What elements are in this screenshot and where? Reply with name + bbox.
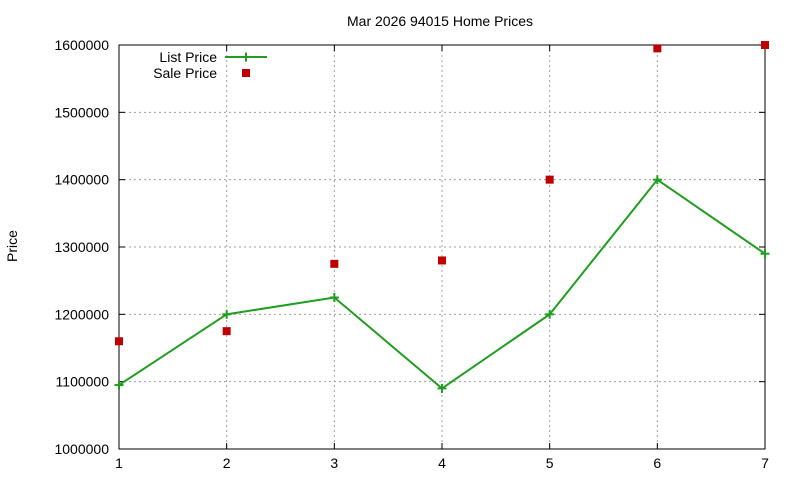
axis-ticks: 1000000 1100000 1200000 1300000 1400000 15000… bbox=[54, 37, 769, 471]
y-axis-label: Price bbox=[4, 230, 20, 262]
legend-marker-list-price bbox=[241, 52, 251, 62]
y-tick-label: 1000000 bbox=[54, 441, 109, 457]
chart-title: Mar 2026 94015 Home Prices bbox=[347, 13, 533, 29]
grid-lines bbox=[119, 45, 765, 449]
x-tick-label: 1 bbox=[115, 455, 123, 471]
plot-frame bbox=[118, 44, 766, 450]
sale-price-point bbox=[222, 327, 231, 336]
x-tick-label: 7 bbox=[761, 455, 769, 471]
x-tick-label: 5 bbox=[546, 455, 554, 471]
list-price-point bbox=[545, 309, 555, 319]
sale-price-point bbox=[438, 256, 446, 265]
x-tick-label: 2 bbox=[223, 455, 231, 471]
legend-label-list-price: List Price bbox=[159, 49, 217, 65]
y-tick-label: 1500000 bbox=[54, 104, 109, 120]
series-marks bbox=[114, 41, 770, 393]
sale-price-point bbox=[545, 175, 554, 184]
list-price-point bbox=[437, 383, 447, 393]
x-tick-label: 4 bbox=[438, 455, 446, 471]
x-tick-label: 3 bbox=[330, 455, 338, 471]
legend-swatch-sale-price bbox=[242, 69, 250, 77]
y-tick-label: 1100000 bbox=[56, 374, 110, 390]
list-price-point bbox=[222, 309, 232, 319]
list-price-point bbox=[114, 380, 124, 390]
y-tick-label: 1600000 bbox=[54, 37, 109, 53]
legend-label-sale-price: Sale Price bbox=[153, 65, 217, 81]
list-price-point bbox=[652, 175, 662, 185]
sale-price-point bbox=[330, 259, 339, 268]
list-price-point bbox=[329, 293, 339, 302]
sale-price-point bbox=[115, 337, 123, 346]
list-price-point bbox=[760, 249, 770, 259]
y-tick-label: 1400000 bbox=[54, 172, 109, 188]
x-tick-label: 6 bbox=[653, 455, 661, 471]
y-tick-label: 1300000 bbox=[54, 239, 109, 255]
sale-price-point bbox=[761, 41, 769, 49]
y-tick-label: 1200000 bbox=[54, 306, 109, 322]
sale-price-point bbox=[653, 44, 662, 53]
